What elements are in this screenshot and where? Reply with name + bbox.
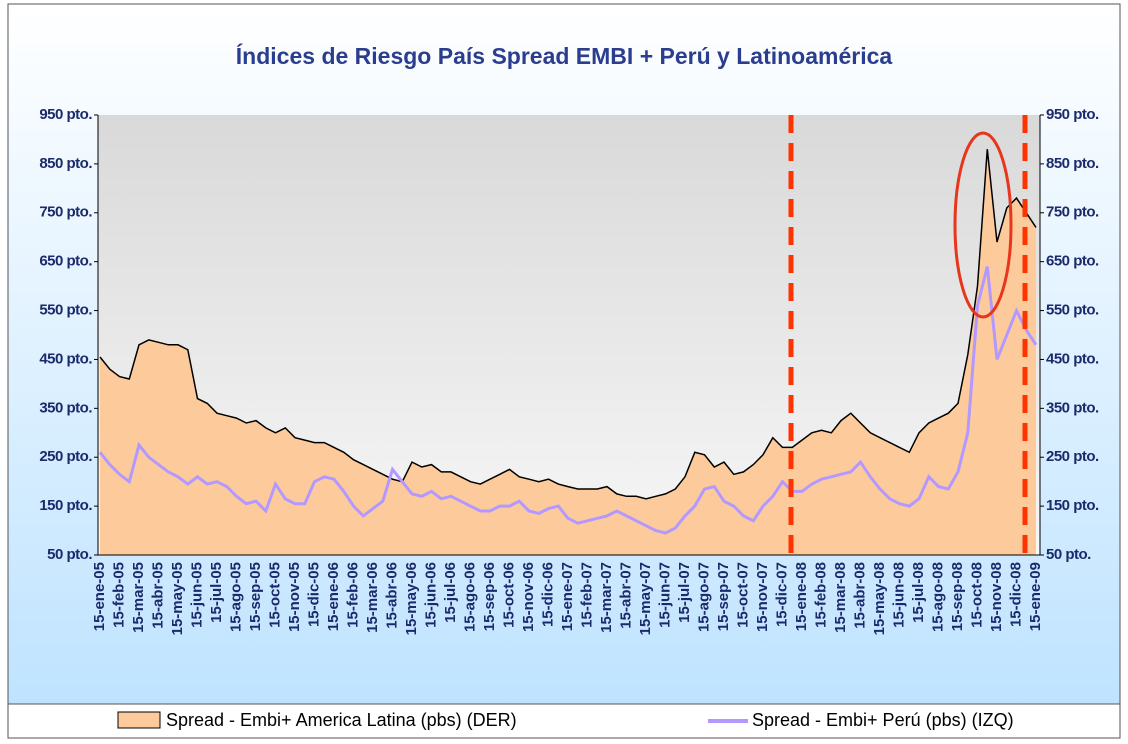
x-tick-label: 15-jun-05 — [188, 562, 205, 628]
x-tick-label: 15-ene-06 — [325, 562, 342, 631]
x-tick-label: 15-mar-05 — [130, 562, 147, 633]
line — [98, 266, 1038, 535]
area — [100, 149, 1036, 555]
x-tick-label: 15-jul-06 — [442, 562, 459, 623]
area-outline — [99, 149, 1037, 500]
x-tick-label: 15-nov-05 — [286, 562, 303, 632]
x-tick-label: 15-ene-05 — [91, 562, 108, 631]
x-tick-label: 15-oct-08 — [968, 562, 985, 628]
x-tick-label: 15-oct-06 — [500, 562, 517, 628]
legend-frame — [7, 703, 1121, 739]
y-tick-label: 850 pto. — [39, 155, 92, 172]
x-tick-label: 15-jun-08 — [890, 562, 907, 628]
x-tick-label: 15-jul-07 — [676, 562, 693, 623]
x-tick-label: 15-ago-08 — [929, 562, 946, 632]
legend-label: Spread - Embi+ Perú (pbs) (IZQ) — [752, 710, 1014, 730]
x-tick-label: 15-sep-05 — [247, 562, 264, 631]
x-tick-label: 15-sep-06 — [481, 562, 498, 631]
x-tick-label: 15-ene-09 — [1027, 562, 1044, 631]
x-tick-label: 15-ene-08 — [793, 562, 810, 631]
highlight-ellipse — [953, 131, 1013, 319]
x-tick-label: 15-dic-05 — [305, 562, 322, 627]
x-tick-label: 15-abr-06 — [383, 562, 400, 629]
x-tick-label: 15-jun-07 — [656, 562, 673, 628]
x-tick-label: 15-ago-07 — [695, 562, 712, 632]
x-tick-label: 15-sep-07 — [715, 562, 732, 631]
x-tick-label: 15-sep-08 — [949, 562, 966, 631]
x-tick-label: 15-abr-05 — [149, 562, 166, 629]
y-tick-label: 550 pto. — [39, 302, 92, 319]
x-tick-label: 15-may-05 — [169, 562, 186, 635]
x-tick-label: 15-mar-06 — [364, 562, 381, 633]
y-tick-label: 350 pto. — [39, 399, 92, 416]
legend-label: Spread - Embi+ America Latina (pbs) (DER… — [166, 710, 517, 730]
x-tick-label: 15-feb-07 — [578, 562, 595, 628]
x-tick-label: 15-jun-06 — [422, 562, 439, 628]
x-tick-label: 15-dic-06 — [539, 562, 556, 627]
x-tick-label: 15-oct-05 — [266, 562, 283, 628]
y-tick-label: 450 pto. — [39, 350, 92, 367]
y2-tick-label: 350 pto. — [1046, 399, 1099, 416]
x-tick-label: 15-nov-08 — [988, 562, 1005, 632]
x-tick-label: 15-nov-06 — [520, 562, 537, 632]
y2-tick-label: 750 pto. — [1046, 204, 1099, 221]
x-tick-label: 15-may-08 — [871, 562, 888, 635]
x-tick-label: 15-abr-08 — [851, 562, 868, 629]
y-tick-label: 950 pto. — [39, 106, 92, 123]
x-tick-label: 15-jul-05 — [208, 562, 225, 623]
x-tick-label: 15-jul-08 — [910, 562, 927, 623]
y-tick-label: 650 pto. — [39, 253, 92, 270]
x-tick-label: 15-mar-08 — [832, 562, 849, 633]
x-tick-label: 15-ene-07 — [559, 562, 576, 631]
y2-tick-label: 550 pto. — [1046, 302, 1099, 319]
x-tick-label: 15-mar-07 — [598, 562, 615, 633]
y2-tick-label: 650 pto. — [1046, 253, 1099, 270]
y-tick-label: 750 pto. — [39, 204, 92, 221]
x-tick-label: 15-dic-07 — [773, 562, 790, 627]
y-tick-label: 50 pto. — [47, 546, 92, 563]
x-tick-label: 15-nov-07 — [754, 562, 771, 632]
x-tick-label: 15-may-07 — [637, 562, 654, 635]
y-tick-label: 150 pto. — [39, 497, 92, 514]
y2-tick-label: 50 pto. — [1046, 546, 1091, 563]
y2-tick-label: 950 pto. — [1046, 106, 1099, 123]
x-tick-label: 15-may-06 — [403, 562, 420, 635]
x-tick-label: 15-feb-08 — [812, 562, 829, 628]
x-tick-label: 15-dic-08 — [1007, 562, 1024, 627]
legend-swatch — [117, 711, 161, 729]
x-tick-label: 15-feb-05 — [110, 562, 127, 628]
y2-tick-label: 850 pto. — [1046, 155, 1099, 172]
y2-tick-label: 150 pto. — [1046, 497, 1099, 514]
y2-tick-label: 250 pto. — [1046, 448, 1099, 465]
x-tick-label: 15-abr-07 — [617, 562, 634, 629]
x-tick-label: 15-ago-05 — [227, 562, 244, 632]
x-tick-label: 15-feb-06 — [344, 562, 361, 628]
x-tick-label: 15-ago-06 — [461, 562, 478, 632]
y2-tick-label: 450 pto. — [1046, 350, 1099, 367]
chart-title: Índices de Riesgo País Spread EMBI + Per… — [236, 42, 893, 69]
y-tick-label: 250 pto. — [39, 448, 92, 465]
x-tick-label: 15-oct-07 — [734, 562, 751, 628]
